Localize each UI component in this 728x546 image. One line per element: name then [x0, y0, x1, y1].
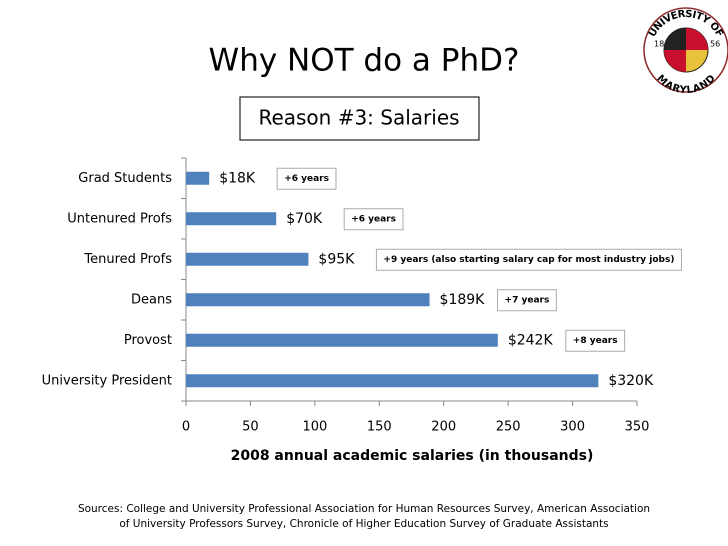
- x-tick-label: 50: [242, 420, 259, 435]
- annotation-box: [565, 329, 626, 352]
- logo-quarter: [664, 28, 686, 50]
- annotation: +8 years: [573, 336, 618, 346]
- annotation-box: [343, 208, 404, 231]
- slide-title: Why NOT do a PhD?: [209, 43, 520, 79]
- value-label: $70K: [286, 211, 323, 227]
- x-tick-label: 350: [625, 420, 650, 435]
- x-tick-label: 0: [182, 420, 190, 435]
- value-label: $320K: [608, 373, 654, 389]
- x-tick-label: 150: [367, 420, 392, 435]
- logo-year: 56: [710, 40, 720, 49]
- value-label: $18K: [219, 170, 256, 186]
- bar: [186, 212, 277, 226]
- logo: UNIVERSITY OF MARYLAND 18 56: [643, 7, 728, 96]
- annotation: +6 years: [351, 214, 396, 224]
- x-axis-title: 2008 annual academic salaries (in thousa…: [231, 448, 594, 464]
- value-label: $242K: [508, 332, 554, 348]
- logo-quarter: [664, 50, 686, 72]
- category-label: Tenured Profs: [83, 252, 172, 267]
- x-tick-label: 300: [560, 420, 585, 435]
- annotation: +9 years (also starting salary cap for m…: [383, 255, 674, 265]
- category-label: University President: [42, 373, 172, 388]
- x-tick-label: 100: [302, 420, 327, 435]
- subtitle-box: [239, 96, 480, 141]
- category-label: Grad Students: [78, 171, 172, 186]
- x-tick-label: 250: [496, 420, 521, 435]
- value-label: $189K: [440, 292, 486, 308]
- annotation: +7 years: [505, 295, 550, 305]
- x-tick-label: 200: [431, 420, 456, 435]
- value-label: $95K: [318, 251, 355, 267]
- bar: [186, 252, 309, 266]
- bar: [186, 171, 210, 185]
- sources: Sources: College and University Professi…: [78, 503, 650, 515]
- logo-quarter: [686, 28, 708, 50]
- category-label: Deans: [131, 292, 172, 307]
- annotation-box: [276, 167, 337, 190]
- annotation-box: [497, 289, 557, 312]
- bar: [186, 333, 498, 347]
- annotation-box: [375, 248, 682, 271]
- category-label: Untenured Profs: [67, 211, 172, 226]
- bar: [186, 374, 599, 388]
- annotation: +6 years: [284, 174, 329, 184]
- sources: of University Professors Survey, Chronic…: [119, 518, 608, 530]
- bar: [186, 293, 430, 307]
- subtitle: Reason #3: Salaries: [258, 106, 459, 130]
- category-label: Provost: [124, 333, 172, 348]
- logo-year: 18: [654, 40, 664, 49]
